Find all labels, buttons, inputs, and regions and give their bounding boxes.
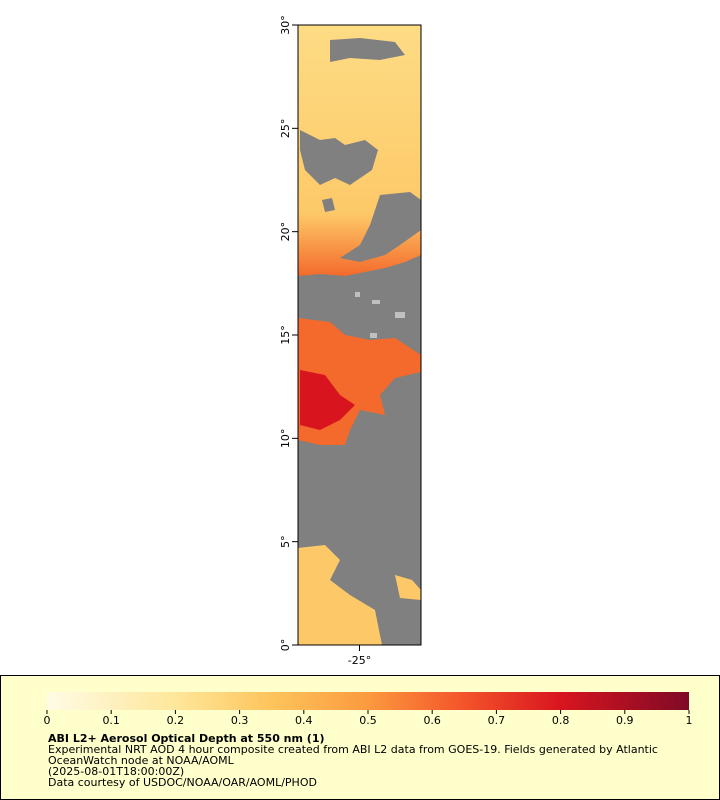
colorbar-tick-label: 0.2 (167, 714, 185, 727)
colorbar (47, 692, 689, 710)
colorbar-tick-label: 1 (686, 714, 693, 727)
cloud-gap (330, 38, 405, 62)
y-tick-label: 20° (279, 222, 292, 242)
cloud-gap (322, 198, 335, 212)
legend-line: (2025-08-01T18:00:00Z) (48, 765, 184, 778)
y-tick-label: 30° (279, 15, 292, 35)
colorbar-tick-label: 0.1 (102, 714, 120, 727)
aod-region-south (395, 575, 421, 600)
cloud-gap (300, 130, 378, 185)
y-tick-label: 5° (279, 535, 292, 548)
legend-line: Data courtesy of USDOC/NOAA/OAR/AOML/PHO… (48, 776, 317, 789)
aod-field (298, 25, 421, 645)
colorbar-tick-label: 0.7 (488, 714, 506, 727)
y-tick-label: 25° (279, 119, 292, 139)
cloud-gap (340, 192, 421, 262)
colorbar-tick-label: 0.8 (552, 714, 570, 727)
aod-region-south (298, 545, 382, 645)
colorbar-tick-label: 0.4 (295, 714, 313, 727)
legend-line: OceanWatch node at NOAA/AOML (48, 754, 235, 767)
y-tick-label: 10° (279, 429, 292, 449)
legend-panel: ABI L2+ Aerosol Optical Depth at 550 nm … (0, 675, 720, 800)
colorbar-tick-label: 0.6 (423, 714, 441, 727)
aod-region-core (300, 370, 355, 430)
land-islands (355, 292, 405, 338)
y-tick-label: 0° (279, 639, 292, 652)
map-panel: 0° 5° 10° 15° 20° 25° 30° -25° (279, 15, 422, 667)
legend-title: ABI L2+ Aerosol Optical Depth at 550 nm … (48, 732, 325, 745)
colorbar-tick-label: 0.3 (231, 714, 249, 727)
colorbar-tick-label: 0.5 (359, 714, 377, 727)
colorbar-tick-label: 0.9 (616, 714, 634, 727)
y-tick-label: 15° (279, 325, 292, 345)
x-tick-label: -25° (348, 654, 371, 667)
colorbar-tick-label: 0 (44, 714, 51, 727)
legend-line: Experimental NRT AOD 4 hour composite cr… (48, 743, 658, 756)
